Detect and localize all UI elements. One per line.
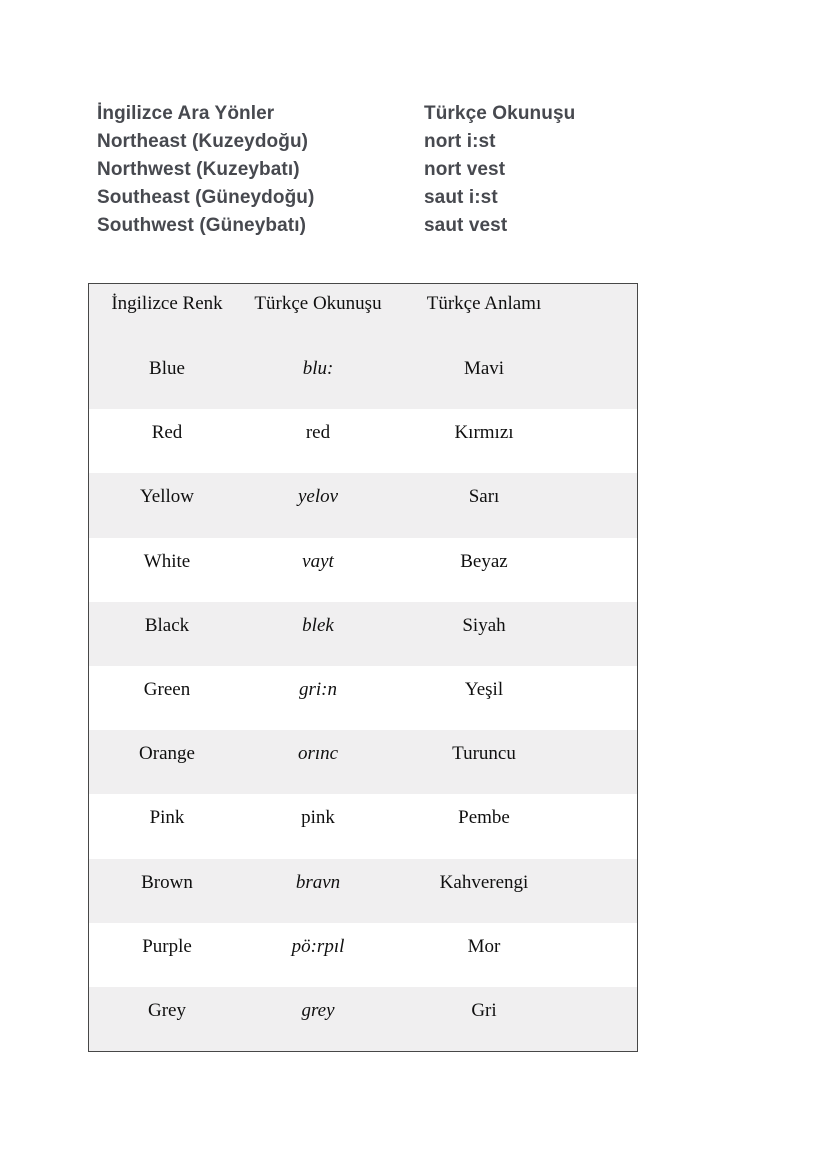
cell-pronunciation: bravn bbox=[295, 871, 341, 893]
direction-english: Southwest (Güneybatı) bbox=[97, 215, 306, 236]
table-row: Black blek Siyah bbox=[89, 601, 637, 666]
cell-pronunciation: blek bbox=[302, 614, 334, 636]
cell-english: Red bbox=[151, 422, 183, 444]
cell-turkish: Sarı bbox=[468, 486, 500, 508]
direction-row: Northwest (Kuzeybatı) nort vest bbox=[97, 156, 575, 184]
cell-english: Grey bbox=[148, 999, 186, 1021]
cell-pronunciation: blu: bbox=[302, 358, 334, 379]
cell-pronunciation: pink bbox=[301, 807, 335, 829]
cell-turkish: Mor bbox=[467, 935, 501, 957]
cell-pronunciation: grey bbox=[301, 999, 335, 1021]
column-header-english: İngilizce Renk bbox=[111, 293, 223, 314]
cell-turkish: Turuncu bbox=[452, 743, 516, 765]
table-row: Brown bravn Kahverengi bbox=[89, 858, 637, 923]
colors-table-header-row: İngilizce Renk Türkçe Okunuşu Türkçe Anl… bbox=[89, 284, 637, 345]
cell-pronunciation: vayt bbox=[302, 550, 334, 572]
directions-header-row: İngilizce Ara Yönler Türkçe Okunuşu bbox=[97, 100, 575, 128]
table-row: Yellow yelov Sarı bbox=[89, 473, 637, 538]
table-row: Pink pink Pembe bbox=[89, 794, 637, 858]
direction-row: Southwest (Güneybatı) saut vest bbox=[97, 212, 575, 240]
cell-english: Orange bbox=[139, 743, 195, 765]
table-row: Blue blu: Mavi bbox=[89, 345, 637, 410]
cell-english: Blue bbox=[149, 358, 185, 379]
cell-english: Green bbox=[143, 678, 191, 700]
cell-english: Black bbox=[144, 614, 190, 636]
table-row: White vayt Beyaz bbox=[89, 538, 637, 602]
cell-turkish: Yeşil bbox=[464, 678, 504, 700]
cell-english: Pink bbox=[149, 807, 185, 829]
direction-pronunciation: saut i:st bbox=[424, 187, 498, 208]
column-header-pronunciation: Türkçe Okunuşu bbox=[254, 293, 382, 314]
cell-turkish: Beyaz bbox=[460, 550, 508, 572]
table-row: Green gri:n Yeşil bbox=[89, 666, 637, 730]
directions-section: İngilizce Ara Yönler Türkçe Okunuşu Nort… bbox=[97, 100, 575, 240]
direction-english: Northwest (Kuzeybatı) bbox=[97, 159, 300, 180]
cell-english: Purple bbox=[142, 935, 192, 957]
column-header-meaning: Türkçe Anlamı bbox=[426, 293, 542, 314]
direction-row: Southeast (Güneydoğu) saut i:st bbox=[97, 184, 575, 212]
cell-turkish: Pembe bbox=[458, 807, 510, 829]
direction-english: Northeast (Kuzeydoğu) bbox=[97, 131, 309, 152]
cell-english: Yellow bbox=[139, 486, 195, 508]
table-row: Purple pö:rpıl Mor bbox=[89, 923, 637, 987]
directions-left-header: İngilizce Ara Yönler bbox=[97, 103, 275, 124]
cell-turkish: Siyah bbox=[462, 614, 506, 636]
cell-pronunciation: red bbox=[305, 422, 331, 444]
table-row: Red red Kırmızı bbox=[89, 409, 637, 473]
table-row: Grey grey Gri bbox=[89, 986, 637, 1052]
directions-right-header: Türkçe Okunuşu bbox=[424, 103, 576, 124]
cell-turkish: Gri bbox=[471, 999, 497, 1021]
colors-table: İngilizce Renk Türkçe Okunuşu Türkçe Anl… bbox=[88, 283, 638, 1052]
table-row: Orange orınc Turuncu bbox=[89, 730, 637, 795]
cell-english: Brown bbox=[141, 871, 193, 893]
cell-turkish: Mavi bbox=[463, 358, 505, 379]
direction-pronunciation: nort i:st bbox=[424, 131, 496, 152]
cell-turkish: Kırmızı bbox=[454, 422, 514, 444]
direction-pronunciation: saut vest bbox=[424, 215, 508, 236]
cell-pronunciation: pö:rpıl bbox=[291, 935, 345, 957]
cell-english: White bbox=[143, 550, 191, 572]
cell-pronunciation: orınc bbox=[297, 743, 339, 765]
cell-turkish: Kahverengi bbox=[439, 871, 529, 893]
direction-english: Southeast (Güneydoğu) bbox=[97, 187, 315, 208]
direction-row: Northeast (Kuzeydoğu) nort i:st bbox=[97, 128, 575, 156]
cell-pronunciation: gri:n bbox=[299, 678, 337, 700]
cell-pronunciation: yelov bbox=[297, 486, 339, 508]
direction-pronunciation: nort vest bbox=[424, 159, 506, 180]
